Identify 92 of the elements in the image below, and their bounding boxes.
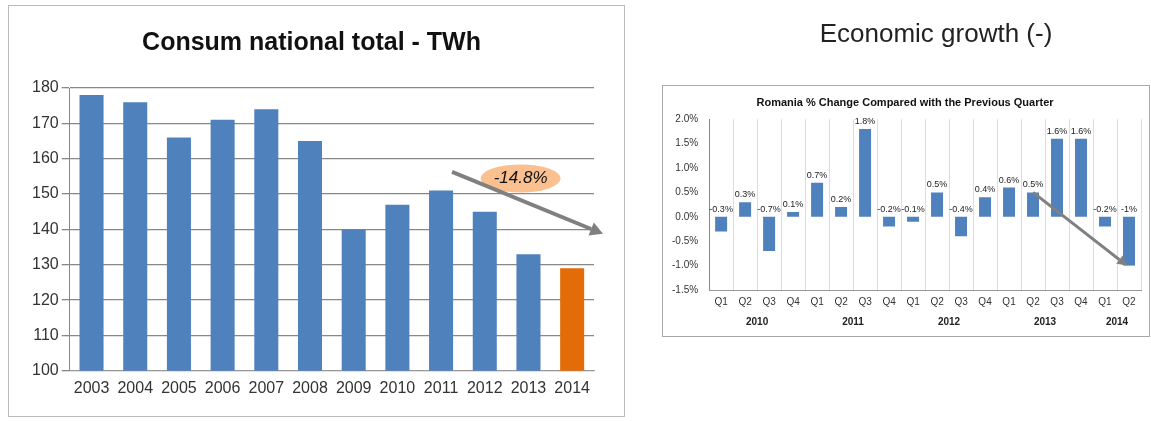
y-tick-label: 110 bbox=[33, 325, 59, 343]
chart-subtitle: Romania % Change Compared with the Previous Quarter bbox=[756, 95, 1055, 108]
x-tick-label: Q4 bbox=[882, 295, 897, 307]
bar bbox=[1027, 192, 1040, 217]
y-tick-label: 0.5% bbox=[675, 186, 699, 198]
x-tick-label: 2014 bbox=[554, 378, 591, 396]
data-label: 1.8% bbox=[854, 115, 876, 126]
x-tick-label: Q3 bbox=[1050, 295, 1065, 307]
data-label: -0.3% bbox=[709, 203, 733, 214]
y-tick-label: 0.0% bbox=[675, 210, 699, 222]
x-tick-label: Q4 bbox=[978, 295, 993, 307]
x-tick-label: 2005 bbox=[161, 378, 197, 396]
x-tick-label: Q3 bbox=[858, 295, 873, 307]
data-label: 1.6% bbox=[1046, 125, 1068, 136]
x-tick-label: Q1 bbox=[714, 295, 729, 307]
x-tick-label: Q4 bbox=[786, 295, 801, 307]
x-tick-label: 2008 bbox=[292, 378, 328, 396]
x-tick-label: 2004 bbox=[117, 378, 154, 396]
data-label: -0.7% bbox=[757, 203, 781, 214]
annotation: -14.8% bbox=[493, 168, 548, 188]
y-tick-label: 170 bbox=[31, 113, 59, 131]
x-tick-label: Q2 bbox=[1122, 295, 1137, 307]
bar bbox=[955, 216, 968, 237]
bar bbox=[1123, 216, 1135, 266]
data-label: 0.5% bbox=[926, 179, 948, 190]
x-tick-label: 2003 bbox=[73, 378, 110, 396]
data-label: -0.2% bbox=[1093, 203, 1117, 214]
data-label: -1% bbox=[1121, 203, 1138, 214]
bar bbox=[811, 182, 824, 217]
bar bbox=[739, 202, 752, 217]
bar bbox=[859, 128, 872, 217]
data-label: 1.6% bbox=[1070, 125, 1092, 136]
y-tick-label: -1.0% bbox=[672, 259, 699, 271]
x-tick-label: Q2 bbox=[738, 295, 753, 307]
x-tick-label: 2012 bbox=[466, 378, 503, 396]
chart-title: Economic growth (-) bbox=[818, 18, 1054, 49]
data-label: 0.1% bbox=[782, 198, 804, 209]
data-label: -0.2% bbox=[877, 203, 901, 214]
y-tick-label: 1.0% bbox=[675, 161, 699, 173]
y-tick-label: 120 bbox=[31, 290, 59, 308]
data-label: 0.7% bbox=[806, 169, 828, 180]
data-label: 0.5% bbox=[1022, 179, 1044, 190]
x-tick-label: Q3 bbox=[954, 295, 969, 307]
x-tick-label: Q1 bbox=[1002, 295, 1017, 307]
bar bbox=[787, 211, 800, 217]
bar bbox=[979, 197, 992, 217]
data-label: 0.6% bbox=[998, 174, 1020, 185]
data-label: -0.4% bbox=[949, 203, 973, 214]
x-tick-label: 2007 bbox=[248, 378, 285, 396]
y-tick-label: 150 bbox=[31, 184, 59, 202]
x-tick-label: 2011 bbox=[423, 378, 459, 396]
y-tick-label: 160 bbox=[31, 149, 59, 167]
x-tick-label: 2013 bbox=[510, 378, 547, 396]
y-tick-label: 130 bbox=[31, 255, 59, 273]
chart-title: Consum national total - TWh bbox=[142, 26, 481, 55]
x-tick-label: Q1 bbox=[906, 295, 921, 307]
y-tick-label: -1.5% bbox=[672, 283, 699, 295]
data-label: -0.1% bbox=[901, 203, 925, 214]
bar bbox=[931, 192, 944, 217]
data-label: 0.2% bbox=[830, 194, 852, 205]
data-label: 0.3% bbox=[734, 189, 756, 200]
x-tick-label: Q1 bbox=[810, 295, 825, 307]
bar bbox=[715, 216, 728, 232]
x-tick-label: 2009 bbox=[335, 378, 372, 396]
bar bbox=[1003, 187, 1016, 217]
bar bbox=[883, 216, 896, 227]
bar bbox=[835, 207, 848, 217]
x-tick-label: Q3 bbox=[762, 295, 777, 307]
y-tick-label: 140 bbox=[31, 219, 59, 237]
bar bbox=[763, 216, 776, 251]
bar bbox=[907, 216, 920, 222]
text: 2011 bbox=[842, 315, 865, 327]
text: 2012 bbox=[937, 315, 961, 327]
text: 2013 bbox=[1033, 315, 1057, 327]
text: 2010 bbox=[745, 315, 769, 327]
x-tick-label: Q2 bbox=[834, 295, 849, 307]
y-tick-label: 100 bbox=[31, 361, 59, 379]
y-tick-label: 180 bbox=[31, 78, 59, 96]
x-tick-label: 2010 bbox=[379, 378, 416, 396]
y-tick-label: 1.5% bbox=[675, 137, 699, 149]
x-tick-label: Q1 bbox=[1098, 295, 1113, 307]
data-label: 0.4% bbox=[974, 184, 996, 195]
bar bbox=[1051, 138, 1064, 217]
x-tick-label: Q2 bbox=[930, 295, 945, 307]
x-tick-label: Q2 bbox=[1026, 295, 1041, 307]
bar bbox=[1075, 138, 1088, 217]
bar bbox=[1099, 216, 1112, 227]
x-tick-label: 2006 bbox=[204, 378, 241, 396]
y-tick-label: 2.0% bbox=[675, 112, 699, 124]
text: 2014 bbox=[1105, 315, 1129, 327]
x-tick-label: Q4 bbox=[1074, 295, 1089, 307]
y-tick-label: -0.5% bbox=[672, 234, 699, 246]
